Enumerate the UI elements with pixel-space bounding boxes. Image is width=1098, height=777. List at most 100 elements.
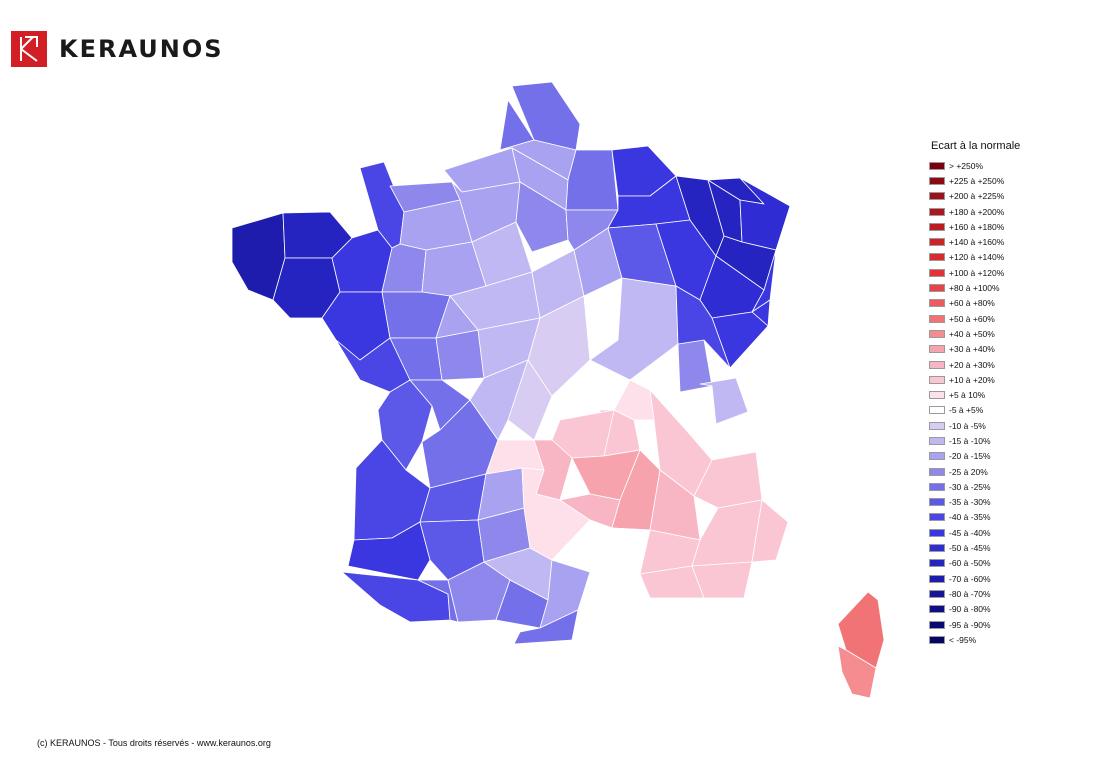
legend-label: -90 à -80% (949, 604, 991, 615)
legend-swatch (929, 391, 945, 400)
legend-label: +5 à 10% (949, 390, 986, 401)
legend-swatch (929, 498, 945, 507)
keraunos-mark-icon (11, 31, 47, 67)
legend-item: -10 à -5% (929, 418, 1020, 433)
legend-item: +180 à +200% (929, 204, 1020, 219)
department-doubs (711, 311, 769, 369)
legend-swatch (929, 207, 945, 216)
legend-label: > +250% (949, 160, 984, 171)
legend-swatch (929, 544, 945, 553)
legend-item: -60 à -50% (929, 556, 1020, 571)
legend-item: -90 à -80% (929, 602, 1020, 617)
legend-label: +200 à +225% (949, 191, 1005, 202)
legend-swatch (929, 299, 945, 308)
legend-label: +140 à +160% (949, 237, 1005, 248)
department-jura (675, 285, 731, 369)
legend-item: -20 à -15% (929, 449, 1020, 464)
legend-item: -30 à -25% (929, 479, 1020, 494)
legend-item: +60 à +80% (929, 296, 1020, 311)
department-paris-region (515, 181, 569, 253)
keraunos-logo: KERAUNOS (11, 31, 224, 67)
department-indre-et-loire (435, 295, 479, 339)
legend-item: -95 à -90% (929, 617, 1020, 632)
legend-item: +140 à +160% (929, 234, 1020, 249)
legend-label: +40 à +50% (949, 328, 995, 339)
legend-item: +10 à +20% (929, 372, 1020, 387)
legend-swatch (929, 406, 945, 415)
legend-label: +80 à +100% (949, 283, 1000, 294)
department-alpes-maritimes (751, 499, 789, 563)
department-aisne (565, 149, 619, 211)
legend-label: +10 à +20% (949, 374, 995, 385)
legend-item: +30 à +40% (929, 342, 1020, 357)
legend-swatch (929, 176, 945, 185)
legend-swatch (929, 635, 945, 644)
copyright-footer: (c) KERAUNOS - Tous droits réservés - ww… (37, 738, 271, 748)
legend-item: +20 à +30% (929, 357, 1020, 372)
legend-item: -80 à -70% (929, 586, 1020, 601)
legend-swatch (929, 467, 945, 476)
legend-item: +50 à +60% (929, 311, 1020, 326)
legend-label: +60 à +80% (949, 298, 995, 309)
department-seine-et-marne (565, 209, 619, 251)
department-vienne (435, 329, 485, 381)
brand-name: KERAUNOS (59, 35, 224, 63)
map-regions (231, 81, 885, 699)
legend-item: +200 à +225% (929, 189, 1020, 204)
legend-title: Ecart à la normale (931, 140, 1021, 152)
legend-swatch (929, 161, 945, 170)
legend-label: -70 à -60% (949, 573, 991, 584)
legend-swatch (929, 238, 945, 247)
legend-swatch (929, 314, 945, 323)
legend-label: +20 à +30% (949, 359, 995, 370)
legend-item: > +250% (929, 158, 1020, 173)
legend-label: -30 à -25% (949, 481, 991, 492)
legend-item: +225 à +250% (929, 173, 1020, 188)
legend-label: -95 à -90% (949, 619, 991, 630)
legend-swatch (929, 620, 945, 629)
legend-swatch (929, 574, 945, 583)
legend-label: -25 à 20% (949, 466, 988, 477)
legend-item: -35 à -30% (929, 495, 1020, 510)
legend-swatch (929, 284, 945, 293)
legend-swatch (929, 360, 945, 369)
legend-label: -15 à -10% (949, 435, 991, 446)
legend-label: -10 à -5% (949, 420, 986, 431)
legend-label: -40 à -35% (949, 512, 991, 523)
legend-label: +180 à +200% (949, 206, 1005, 217)
legend-item: +160 à +180% (929, 219, 1020, 234)
legend-swatch (929, 513, 945, 522)
legend-label: +30 à +40% (949, 344, 995, 355)
legend-label: -20 à -15% (949, 451, 991, 462)
legend-label: +50 à +60% (949, 313, 995, 324)
legend-label: +100 à +120% (949, 267, 1005, 278)
legend-swatch (929, 268, 945, 277)
department-rhone (613, 379, 655, 421)
department-herault (551, 559, 641, 601)
legend-label: +120 à +140% (949, 252, 1005, 263)
legend-swatch (929, 345, 945, 354)
legend-swatch (929, 482, 945, 491)
department-pyrenees-atlantiques (341, 571, 451, 623)
legend-item: -40 à -35% (929, 510, 1020, 525)
legend-item: +120 à +140% (929, 250, 1020, 265)
legend-label: -50 à -45% (949, 543, 991, 554)
department-alpes-haute-provence (691, 499, 763, 567)
legend-swatch (929, 421, 945, 430)
legend-swatch (929, 589, 945, 598)
legend-swatch (929, 192, 945, 201)
department-pyrenees-orientales (513, 609, 579, 645)
legend-label: +225 à +250% (949, 175, 1005, 186)
legend-item: +100 à +120% (929, 265, 1020, 280)
legend-items: > +250% +225 à +250% +200 à +225% +180 à +2… (929, 158, 1020, 648)
legend: Ecart à la normale > +250% +225 à +250% +2… (929, 140, 1020, 648)
legend-swatch (929, 253, 945, 262)
legend-label: -80 à -70% (949, 588, 991, 599)
department-corse-du-sud (837, 645, 877, 699)
department-nord (511, 81, 581, 151)
legend-label: +160 à +180% (949, 221, 1005, 232)
legend-item: +40 à +50% (929, 326, 1020, 341)
legend-item: -50 à -45% (929, 540, 1020, 555)
legend-swatch (929, 436, 945, 445)
